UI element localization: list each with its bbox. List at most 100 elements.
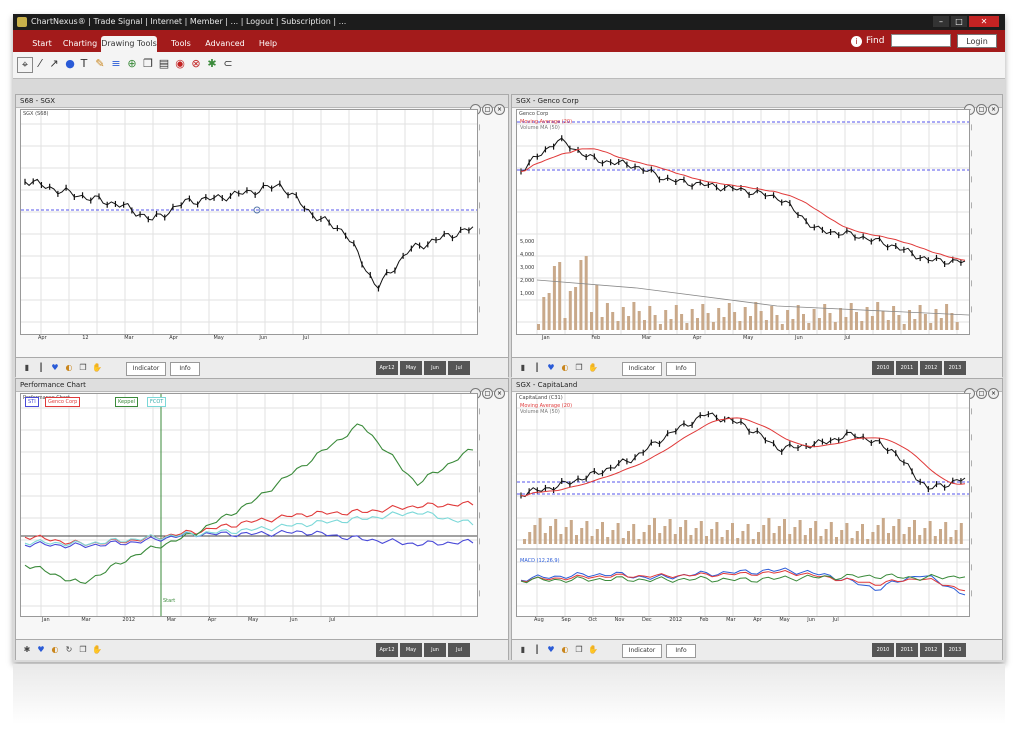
- info-button[interactable]: Info: [666, 644, 696, 658]
- period-button[interactable]: 2013: [944, 643, 966, 657]
- circle-icon[interactable]: ●: [65, 57, 75, 70]
- delete-icon[interactable]: ⊗: [191, 57, 201, 70]
- volume-bar: [913, 520, 916, 544]
- bars-icon[interactable]: ▮: [520, 645, 526, 654]
- tab-tools[interactable]: Tools: [171, 39, 191, 48]
- legend-item[interactable]: Genco Corp: [45, 397, 81, 407]
- palette-icon[interactable]: ◐: [561, 645, 569, 654]
- hand-icon[interactable]: ✋: [588, 363, 598, 372]
- info-button[interactable]: Info: [170, 362, 200, 376]
- period-button[interactable]: 2010: [872, 643, 894, 657]
- hand-icon[interactable]: ✋: [92, 363, 102, 372]
- chart-pane-4: SGX - CapitaLand –□× CapitaLand (C31) Mo…: [511, 378, 1003, 660]
- line-icon[interactable]: ⁄: [39, 57, 41, 70]
- find-input[interactable]: [891, 34, 951, 47]
- tab-charting[interactable]: Charting: [62, 39, 98, 48]
- period-button[interactable]: 2012: [920, 643, 942, 657]
- period-button[interactable]: 2013: [944, 361, 966, 375]
- period-button[interactable]: Jun: [424, 361, 446, 375]
- date-axis: Jan Mar 2012 Mar Apr May Jun Jul: [42, 617, 335, 623]
- tab-drawing-tools[interactable]: Drawing Tools: [101, 36, 157, 52]
- period-button[interactable]: 2011: [896, 643, 918, 657]
- copy-icon[interactable]: ❐: [79, 645, 87, 654]
- price-plot[interactable]: CapitaLand (C31) Moving Average (20) Vol…: [516, 393, 970, 617]
- volume-bar: [786, 310, 790, 330]
- ray-icon[interactable]: ↗: [49, 57, 59, 70]
- restore-icon[interactable]: □: [482, 104, 493, 115]
- fibonacci-icon[interactable]: ≡: [111, 57, 121, 70]
- minimize-button[interactable]: –: [933, 16, 949, 27]
- period-button[interactable]: Jul: [448, 643, 470, 657]
- period-button[interactable]: May: [400, 643, 422, 657]
- gear-icon[interactable]: ✱: [23, 645, 31, 654]
- price-plot[interactable]: Genco Corp Moving Average (20) Volume MA…: [516, 109, 970, 335]
- indicator-button[interactable]: Indicator: [126, 362, 166, 376]
- copy-icon[interactable]: ❐: [575, 363, 583, 372]
- price-plot[interactable]: SGX (S68): [20, 109, 478, 335]
- close-button[interactable]: ✕: [969, 16, 999, 27]
- tab-start[interactable]: Start: [32, 39, 52, 48]
- close-icon[interactable]: ×: [494, 388, 505, 399]
- date-label: May: [743, 335, 754, 341]
- maximize-button[interactable]: □: [951, 16, 967, 27]
- date-label: Nov: [614, 617, 625, 623]
- tab-advanced[interactable]: Advanced: [205, 39, 245, 48]
- login-button[interactable]: Login: [957, 34, 997, 48]
- text-icon[interactable]: T: [80, 57, 88, 70]
- palette-icon[interactable]: ◐: [65, 363, 73, 372]
- restore-icon[interactable]: □: [976, 104, 987, 115]
- heart-icon[interactable]: ♥: [37, 645, 45, 654]
- volume-bar: [611, 530, 615, 544]
- palette-icon[interactable]: ◐: [561, 363, 569, 372]
- hand-icon[interactable]: ✋: [588, 645, 598, 654]
- heart-icon[interactable]: ♥: [547, 645, 555, 654]
- bars-icon[interactable]: ▮: [24, 363, 30, 372]
- legend-item[interactable]: Keppel: [115, 397, 138, 407]
- performance-plot[interactable]: Performance Chart STI Genco Corp Keppel …: [20, 393, 478, 617]
- close-icon[interactable]: ×: [988, 104, 999, 115]
- period-button[interactable]: 2012: [920, 361, 942, 375]
- pointer-icon[interactable]: ⌖: [17, 57, 33, 73]
- period-button[interactable]: Jul: [448, 361, 470, 375]
- restore-icon[interactable]: □: [976, 388, 987, 399]
- heart-icon[interactable]: ♥: [51, 363, 59, 372]
- magnet-icon[interactable]: ⊂: [223, 57, 233, 70]
- volume-bar: [840, 530, 844, 544]
- period-button[interactable]: Apr12: [376, 643, 398, 657]
- period-button[interactable]: 2011: [896, 361, 918, 375]
- palette-icon[interactable]: ◐: [51, 645, 59, 654]
- indicator-button[interactable]: Indicator: [622, 362, 662, 376]
- date-label: Jul: [329, 617, 336, 623]
- hand-icon[interactable]: ✋: [92, 645, 102, 654]
- heart-icon[interactable]: ♥: [547, 363, 555, 372]
- close-icon[interactable]: ×: [988, 388, 999, 399]
- legend-item[interactable]: FCOT: [147, 397, 167, 407]
- volume-bar: [819, 536, 823, 544]
- info-icon[interactable]: i: [851, 36, 862, 47]
- period-button[interactable]: 2010: [872, 361, 894, 375]
- candle-icon[interactable]: ┃: [38, 363, 44, 372]
- candle-icon[interactable]: ┃: [534, 363, 540, 372]
- period-button[interactable]: Apr12: [376, 361, 398, 375]
- record-icon[interactable]: ◉: [175, 57, 185, 70]
- volume-bar: [554, 519, 558, 544]
- pencil-icon[interactable]: ✎: [95, 57, 105, 70]
- zoom-icon[interactable]: ⊕: [127, 57, 137, 70]
- y-axis: │ │ │ │ │ │ │ │: [478, 409, 482, 597]
- info-button[interactable]: Info: [666, 362, 696, 376]
- bars-icon[interactable]: ▮: [520, 363, 526, 372]
- gear-icon[interactable]: ✱: [207, 57, 217, 70]
- refresh-icon[interactable]: ↻: [65, 645, 73, 654]
- close-icon[interactable]: ×: [494, 104, 505, 115]
- tab-help[interactable]: Help: [258, 39, 278, 48]
- copy-icon[interactable]: ❐: [575, 645, 583, 654]
- period-button[interactable]: May: [400, 361, 422, 375]
- select-icon[interactable]: ▤: [158, 57, 170, 70]
- period-button[interactable]: Jun: [424, 643, 446, 657]
- indicator-button[interactable]: Indicator: [622, 644, 662, 658]
- copy-icon[interactable]: ❐: [79, 363, 87, 372]
- copy-icon[interactable]: ❐: [143, 57, 153, 70]
- candle-icon[interactable]: ┃: [534, 645, 540, 654]
- restore-icon[interactable]: □: [482, 388, 493, 399]
- legend-item[interactable]: STI: [25, 397, 39, 407]
